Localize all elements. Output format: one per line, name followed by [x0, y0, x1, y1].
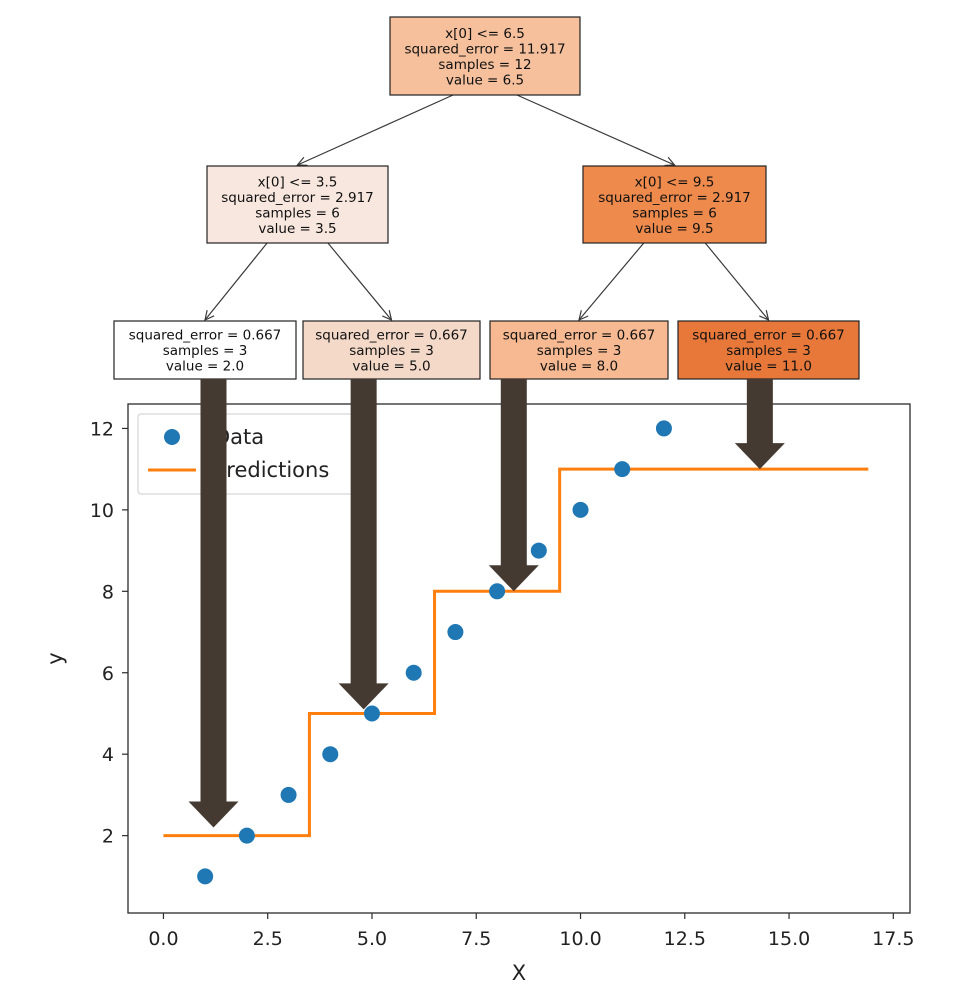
- tree-node-box: [302, 320, 481, 380]
- y-tick-label: 8: [102, 581, 114, 603]
- legend-data-marker: [164, 429, 180, 445]
- tree-node-line: samples = 6: [632, 205, 717, 221]
- tree-node-box: [389, 16, 581, 96]
- y-tick-label: 2: [102, 826, 114, 848]
- data-point: [489, 583, 506, 600]
- predictions-step-line: [163, 467, 869, 838]
- tree-edge-arrowhead: [204, 310, 215, 322]
- y-tick-label: 10: [90, 500, 114, 522]
- x-tick-label: 2.5: [253, 928, 283, 950]
- x-axis: 0.0 2.5 5.0 7.5 10.0 12.5 15.0 17.5: [148, 913, 914, 950]
- tree-node-line: value = 9.5: [635, 221, 713, 237]
- tree-edge-arrowhead: [382, 310, 393, 322]
- tree-node-line: value = 2.0: [166, 359, 244, 375]
- data-point: [572, 501, 589, 518]
- tree-edge: [204, 242, 268, 321]
- tree-node-line: samples = 3: [537, 343, 622, 359]
- leaf-arrow: [488, 379, 539, 592]
- x-tick-label: 15.0: [768, 928, 810, 950]
- tree-node-line: value = 8.0: [540, 359, 618, 375]
- x-tick-label: 10.0: [559, 928, 601, 950]
- leaf-to-plot-arrows: [188, 379, 785, 828]
- tree-node-line: squared_error = 0.667: [315, 328, 468, 344]
- x-axis-label: X: [512, 961, 526, 985]
- tree-edge: [297, 94, 454, 166]
- tree-node-line: squared_error = 2.917: [598, 190, 751, 206]
- data-point: [238, 827, 255, 844]
- tree-node-box: [677, 320, 860, 380]
- data-point: [655, 420, 672, 437]
- scatter-plot: 0.0 2.5 5.0 7.5 10.0 12.5 15.0 17.5 2 4 6 8 10 12 Da…: [43, 403, 914, 985]
- tree-node-line: value = 6.5: [446, 72, 524, 88]
- tree-edge-arrowhead: [664, 156, 676, 167]
- tree-node-box: [113, 320, 297, 380]
- tree-node-box: [582, 165, 767, 244]
- data-point: [447, 624, 464, 641]
- y-tick-label: 4: [102, 744, 114, 766]
- leaf-arrow: [188, 379, 239, 828]
- tree-edge: [327, 242, 392, 321]
- tree-edges: [204, 94, 770, 322]
- tree-edge-arrowhead: [759, 310, 770, 322]
- tree-node-line: samples = 3: [349, 343, 434, 359]
- y-tick-label: 12: [90, 418, 114, 440]
- tree-node-box: [489, 320, 669, 380]
- tree-node-line: samples = 3: [726, 343, 811, 359]
- leaf-arrow: [734, 379, 785, 470]
- data-point: [614, 461, 631, 478]
- tree-node-line: squared_error = 0.667: [692, 328, 845, 344]
- legend-label-predictions: Predictions: [214, 458, 329, 482]
- tree-node-line: value = 11.0: [725, 359, 812, 375]
- data-point: [280, 786, 297, 803]
- x-tick-label: 0.0: [148, 928, 178, 950]
- tree-node-line: value = 5.0: [352, 359, 430, 375]
- tree-node-line: samples = 12: [438, 57, 531, 73]
- y-axis-label: y: [43, 652, 67, 664]
- data-point: [197, 868, 214, 885]
- tree-node-line: samples = 6: [255, 205, 340, 221]
- tree-node-line: squared_error = 2.917: [221, 190, 374, 206]
- tree-edge: [516, 94, 675, 166]
- tree-node-line: x[0] <= 3.5: [258, 174, 338, 190]
- data-point: [322, 746, 339, 763]
- tree-node-box: [206, 165, 389, 244]
- x-tick-label: 5.0: [357, 928, 387, 950]
- leaf-arrow: [338, 379, 389, 710]
- data-point: [530, 542, 547, 559]
- tree-edge-arrowhead: [578, 310, 589, 322]
- y-tick-label: 6: [102, 663, 114, 685]
- x-tick-label: 7.5: [461, 928, 491, 950]
- tree-node-line: squared_error = 0.667: [129, 328, 282, 344]
- tree-edge-arrowhead: [296, 156, 308, 167]
- tree-node-line: samples = 3: [163, 343, 248, 359]
- tree-edge: [578, 242, 645, 321]
- legend: Data Predictions: [137, 413, 361, 495]
- tree-node-line: squared_error = 0.667: [503, 328, 656, 344]
- data-points: [197, 420, 672, 885]
- tree-node-line: x[0] <= 9.5: [635, 174, 715, 190]
- tree-node-line: x[0] <= 6.5: [445, 26, 525, 42]
- tree-node-line: squared_error = 11.917: [404, 41, 565, 57]
- y-axis: 2 4 6 8 10 12: [90, 418, 128, 848]
- x-tick-label: 12.5: [664, 928, 706, 950]
- tree-edge: [704, 242, 769, 321]
- data-point: [405, 664, 422, 681]
- tree-node-line: value = 3.5: [258, 221, 336, 237]
- data-point: [363, 705, 380, 722]
- x-tick-label: 17.5: [872, 928, 914, 950]
